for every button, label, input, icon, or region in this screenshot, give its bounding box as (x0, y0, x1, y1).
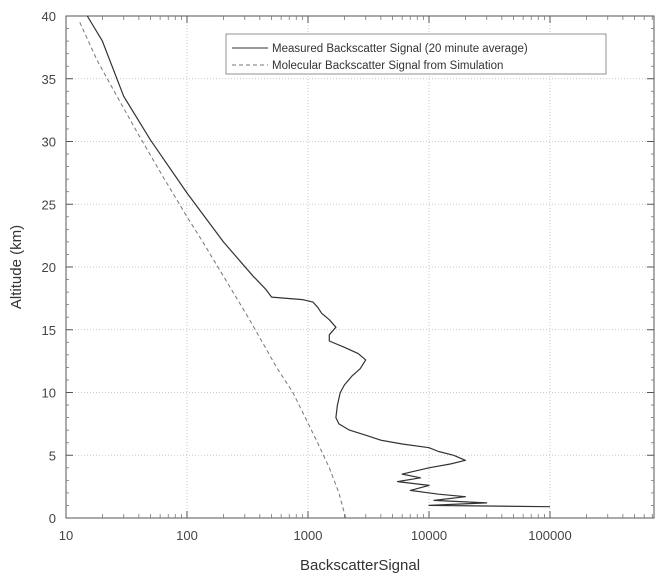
y-tick-label: 20 (42, 260, 56, 275)
y-tick-label: 40 (42, 9, 56, 24)
legend-box (225, 33, 607, 75)
y-tick-label: 0 (49, 511, 56, 526)
series-lines (79, 15, 551, 519)
y-tick-label: 15 (42, 323, 56, 338)
molecular-backscatter-line (79, 22, 347, 519)
x-axis-title: BackscatterSignal (300, 557, 420, 574)
legend-label-measured: Measured Backscatter Signal (20 minute a… (272, 43, 528, 55)
x-axis-tick-labels: 10 100 1000 10000 100000 (59, 528, 572, 543)
y-tick-label: 25 (42, 197, 56, 212)
grid-lines (66, 16, 654, 518)
y-tick-label: 35 (42, 72, 56, 87)
x-tick-label: 100000 (528, 528, 571, 543)
y-axis-title: Altitude (km) (8, 225, 25, 309)
legend-label-molecular: Molecular Backscatter Signal from Simula… (272, 60, 503, 72)
y-tick-label: 5 (49, 448, 56, 463)
x-tick-label: 100 (176, 528, 198, 543)
axis-ticks (65, 15, 654, 519)
x-tick-label: 10 (59, 528, 73, 543)
x-tick-label: 10000 (411, 528, 447, 543)
x-tick-label: 1000 (294, 528, 323, 543)
measured-backscatter-line (86, 15, 551, 508)
legend: Measured Backscatter Signal (20 minute a… (225, 33, 607, 75)
y-tick-label: 30 (42, 135, 56, 150)
y-axis-tick-labels: 0 5 10 15 20 25 30 35 40 (42, 9, 56, 526)
y-tick-label: 10 (42, 386, 56, 401)
